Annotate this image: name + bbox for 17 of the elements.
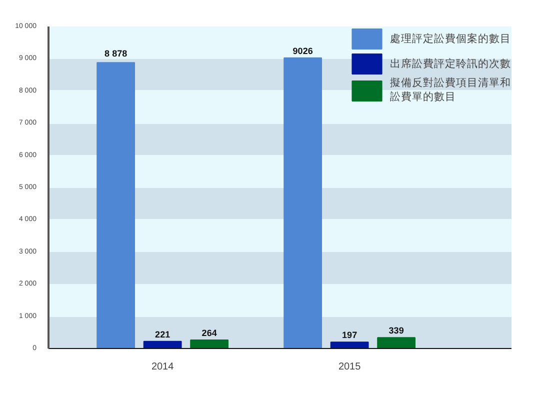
legend-label: 處理評定訟費個案的數目 bbox=[390, 32, 511, 46]
data-label: 8 878 bbox=[104, 48, 128, 59]
bar bbox=[330, 342, 369, 348]
x-tick-label: 2014 bbox=[151, 362, 174, 372]
bar bbox=[377, 337, 416, 348]
bar bbox=[190, 340, 229, 348]
data-label: 9026 bbox=[292, 46, 313, 56]
data-label: 339 bbox=[388, 326, 404, 336]
bar bbox=[284, 57, 322, 348]
bar bbox=[143, 340, 182, 348]
x-tick-label: 2015 bbox=[338, 362, 362, 372]
data-label: 197 bbox=[342, 330, 358, 340]
bar bbox=[96, 62, 136, 348]
data-label: 264 bbox=[202, 328, 217, 338]
legend-label: 擬備反對訟費項目清單和訟費單的數目 bbox=[390, 76, 511, 104]
legend-label: 出席訟費評定聆訊的次數 bbox=[390, 56, 511, 72]
data-label: 221 bbox=[155, 329, 170, 340]
